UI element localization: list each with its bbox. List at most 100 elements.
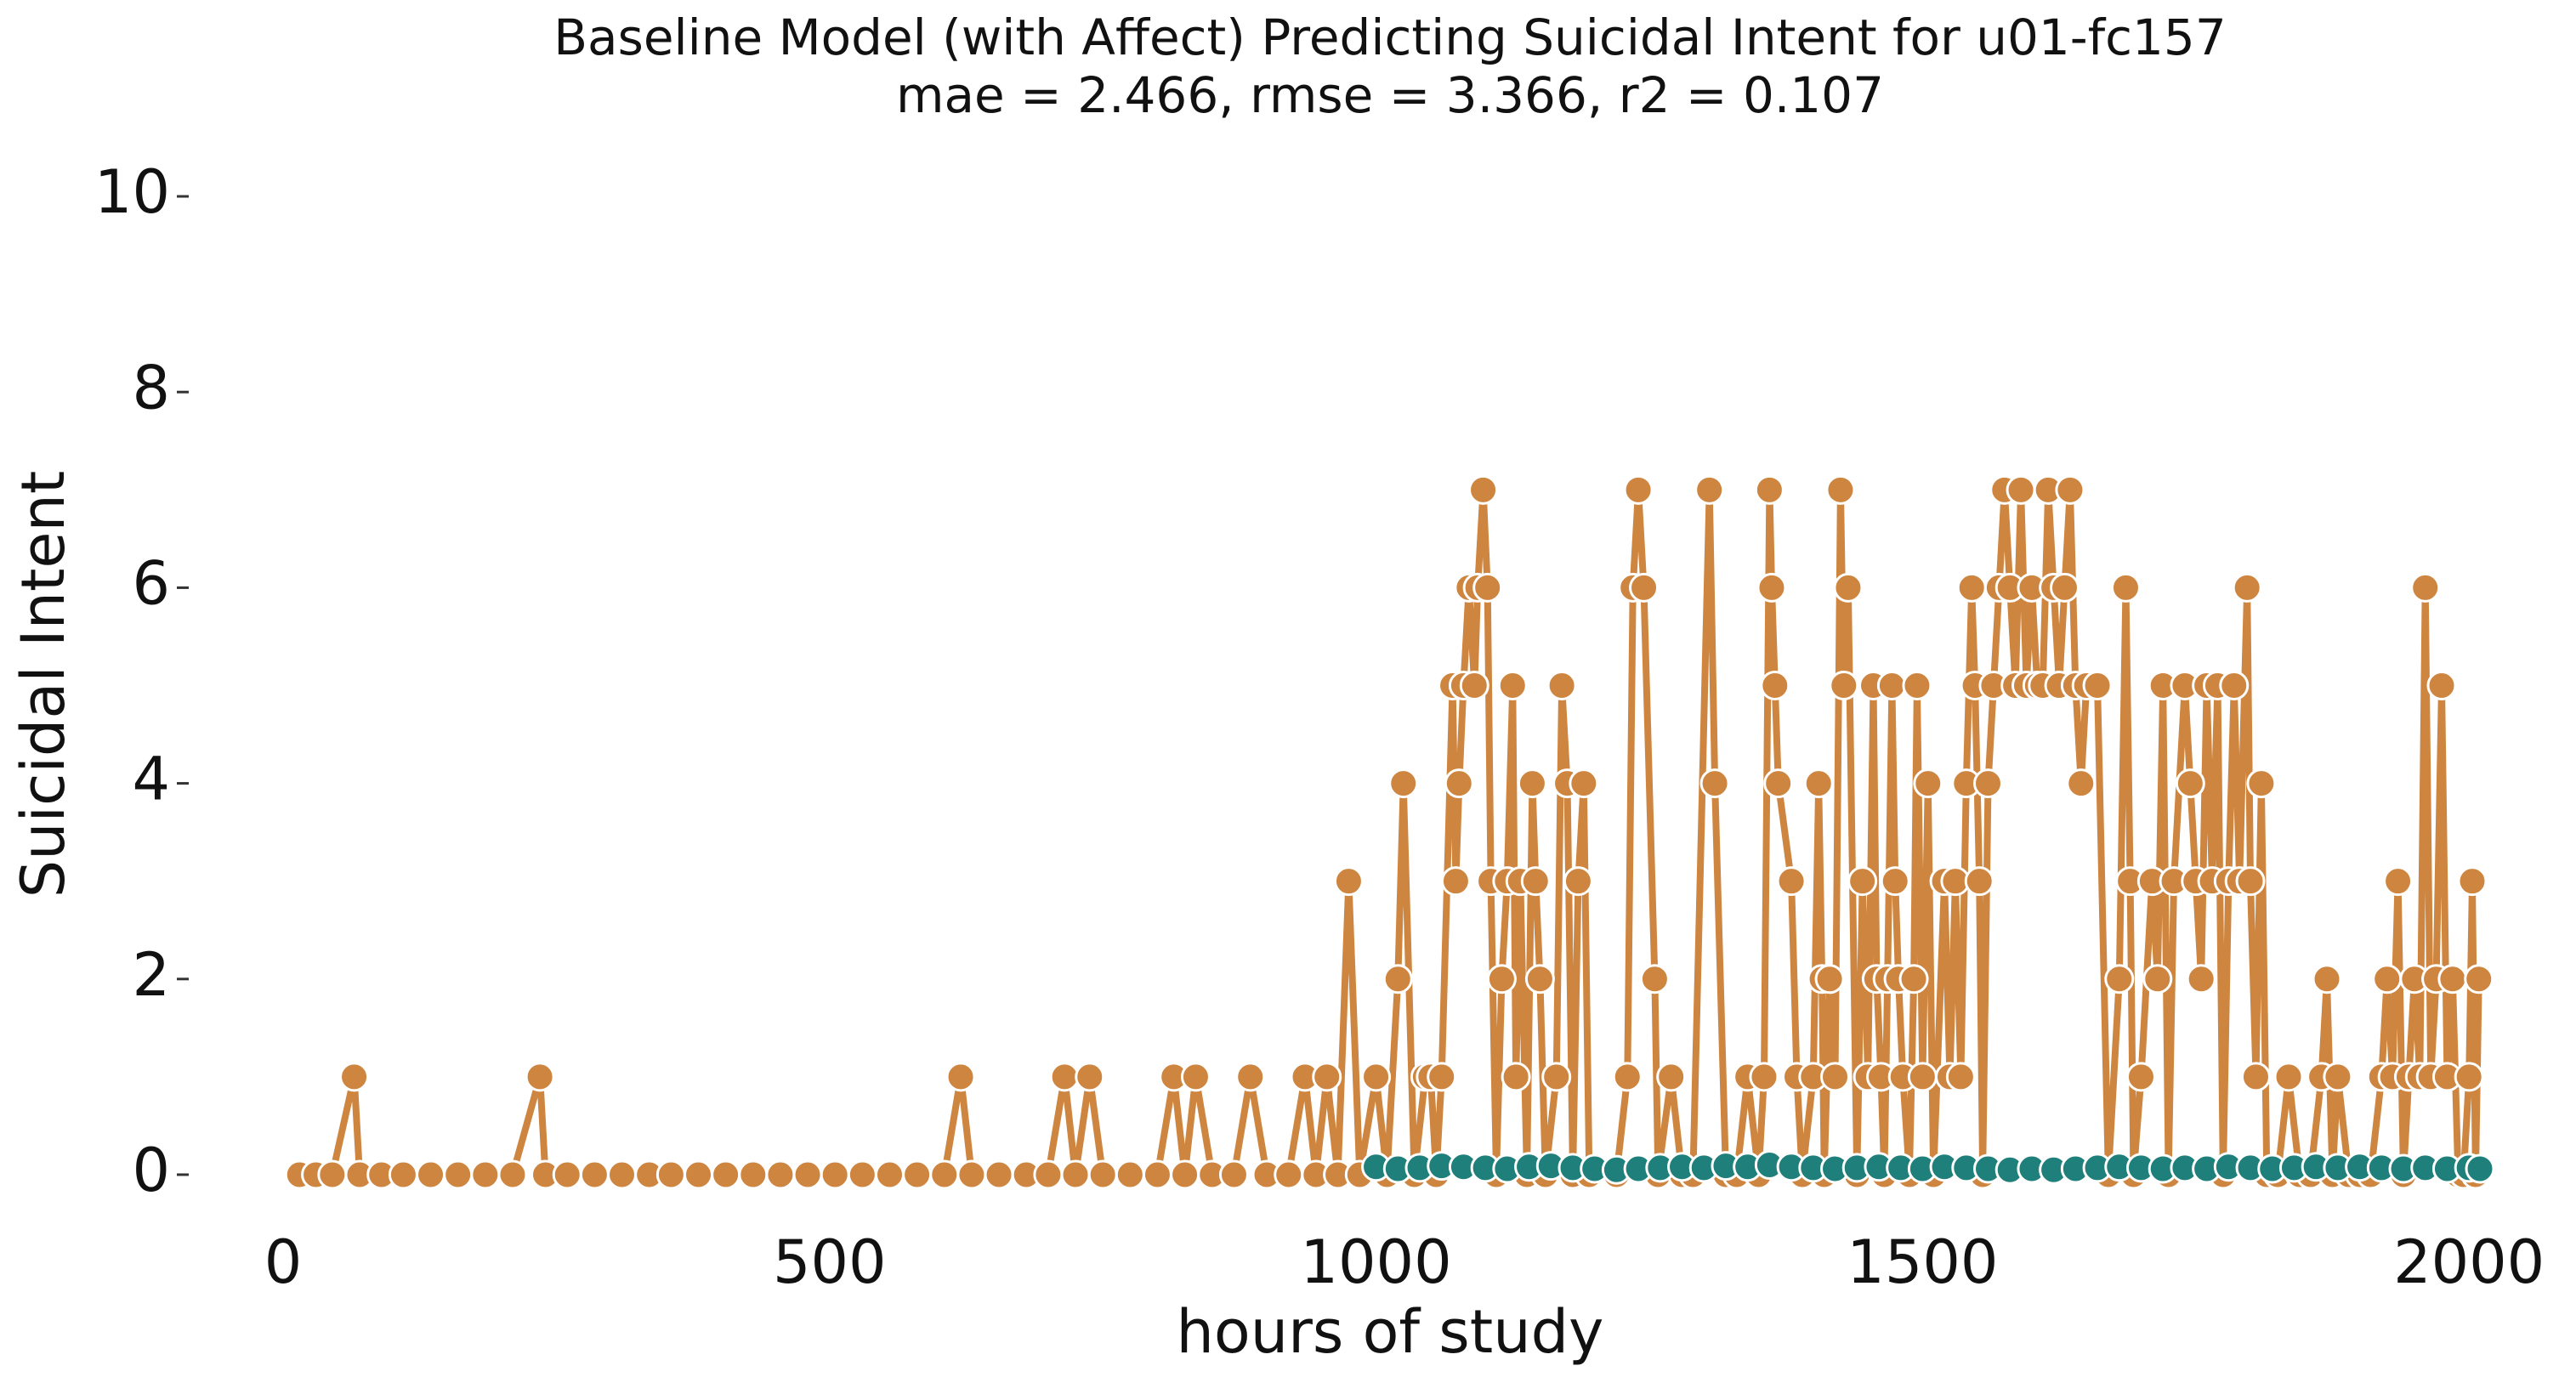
chart-subtitle: mae = 2.466, rmse = 3.366, r2 = 0.107 (896, 66, 1884, 124)
y-tick-label: 4 (132, 745, 170, 814)
point (1623, 474, 1654, 505)
point (1756, 572, 1787, 603)
point (1075, 1062, 1105, 1092)
point (497, 1159, 528, 1190)
point (1833, 572, 1864, 603)
point (1694, 474, 1725, 505)
point (1033, 1159, 1064, 1190)
point (579, 1159, 610, 1190)
point (956, 1159, 987, 1190)
point (552, 1159, 582, 1190)
point (945, 1062, 976, 1092)
point (1880, 866, 1910, 897)
point (1749, 1062, 1779, 1092)
point (2125, 1062, 2156, 1092)
point (443, 1159, 474, 1190)
point (2235, 866, 2266, 897)
point (1876, 671, 1907, 700)
point (820, 1159, 850, 1190)
x-axis-label: hours of study (1177, 1297, 1604, 1367)
point (2426, 671, 2457, 700)
point (1517, 768, 1547, 799)
point (1170, 1159, 1200, 1190)
point (765, 1159, 796, 1190)
x-tick-label: 2000 (2393, 1227, 2545, 1297)
point (1541, 1062, 1572, 1092)
point (1563, 866, 1593, 897)
point (1333, 866, 1364, 897)
point (1486, 964, 1517, 994)
point (874, 1159, 905, 1190)
point (1142, 1159, 1172, 1190)
point (1459, 671, 1489, 700)
point (2110, 572, 2141, 603)
point (684, 1159, 714, 1190)
point (2104, 964, 2135, 994)
point (2175, 768, 2205, 799)
point (984, 1159, 1014, 1190)
point (607, 1159, 638, 1190)
point (317, 1159, 348, 1190)
point (1760, 671, 1790, 700)
point (2410, 572, 2441, 603)
chart-title: Baseline Model (with Affect) Predicting … (553, 8, 2226, 66)
point (1945, 1062, 1976, 1092)
point (1964, 866, 1994, 897)
point (2312, 964, 2342, 994)
point (1444, 768, 1474, 799)
point (1972, 768, 2003, 799)
point (2186, 964, 2216, 994)
point (929, 1159, 960, 1190)
point (1501, 1062, 1531, 1092)
point (1569, 768, 1599, 799)
point (1520, 866, 1551, 897)
point (1629, 572, 1660, 603)
point (2219, 671, 2250, 700)
point (1902, 671, 1932, 700)
x-tick-label: 500 (773, 1227, 887, 1297)
point (2273, 1062, 2304, 1092)
point (470, 1159, 501, 1190)
point (1907, 1062, 1938, 1092)
point (1440, 866, 1471, 897)
point (2464, 964, 2494, 994)
point (2372, 964, 2403, 994)
point (792, 1159, 823, 1190)
point (1472, 572, 1503, 603)
point (847, 1159, 877, 1190)
point (1312, 1062, 1342, 1092)
point (2454, 1062, 2484, 1092)
point (2323, 1062, 2353, 1092)
point (1497, 671, 1528, 700)
point (1825, 474, 1856, 505)
point (1524, 964, 1555, 994)
point (1427, 1062, 1457, 1092)
point (1180, 1062, 1211, 1092)
y-tick-label: 0 (132, 1136, 170, 1205)
point (2049, 572, 2080, 603)
point (2240, 1062, 2271, 1092)
y-axis-label: Suicidal Intent (9, 471, 78, 898)
point (1803, 768, 1834, 799)
point (1274, 1159, 1304, 1190)
point (1829, 671, 1859, 700)
point (2246, 768, 2277, 799)
point (339, 1062, 370, 1092)
point (2055, 474, 2085, 505)
point (2465, 1153, 2495, 1184)
point (2383, 866, 2414, 897)
point (1049, 1062, 1080, 1092)
point (1382, 964, 1413, 994)
point (1699, 768, 1730, 799)
point (2006, 474, 2036, 505)
point (1763, 768, 1794, 799)
point (1388, 768, 1419, 799)
y-tick-label: 10 (94, 157, 170, 227)
point (711, 1159, 741, 1190)
point (1468, 474, 1499, 505)
point (2142, 964, 2173, 994)
point (388, 1159, 418, 1190)
point (1913, 768, 1943, 799)
